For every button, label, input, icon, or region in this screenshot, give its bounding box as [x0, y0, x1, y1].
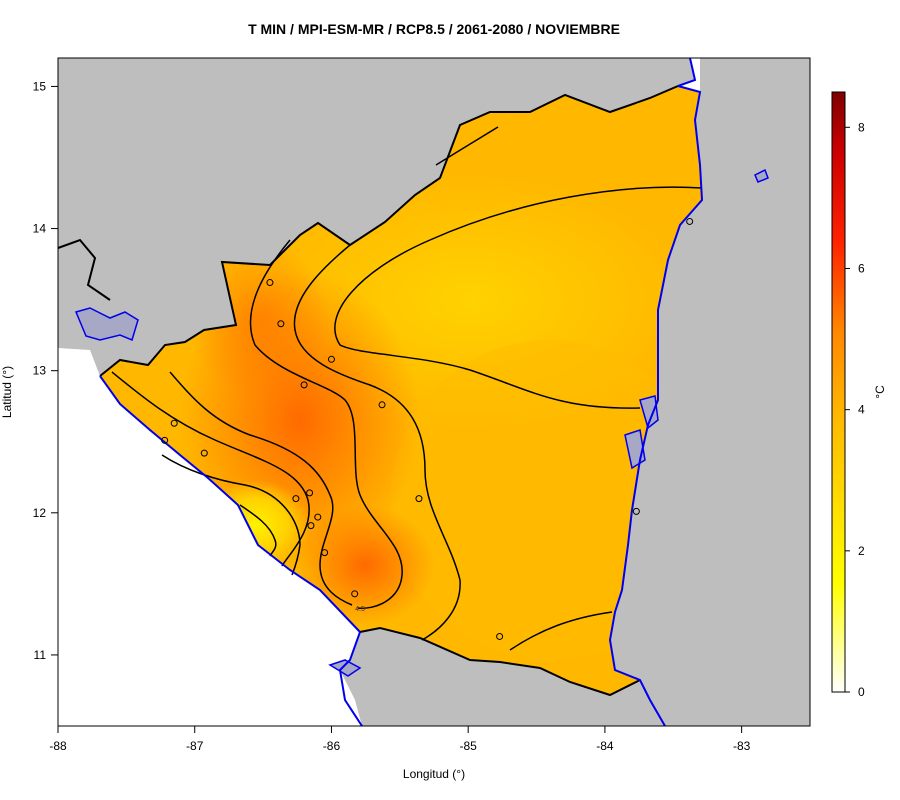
- station-marker: [314, 513, 322, 521]
- costa-rica-coast: [338, 631, 363, 726]
- contour-line: [249, 239, 403, 609]
- station-marker: [200, 449, 208, 457]
- x-axis-label: Longitud (°): [402, 767, 466, 781]
- station-marker: [307, 522, 315, 530]
- island-coast: [754, 168, 769, 183]
- y-tick-label: 12: [33, 506, 47, 520]
- pacific-coastline: [99, 375, 361, 633]
- station-marker: [351, 590, 359, 598]
- station-marker: [306, 489, 314, 497]
- colorbar-ticks: 8 6 4 2 0: [845, 120, 865, 699]
- station-marker: [327, 355, 335, 363]
- contour-line: [334, 186, 703, 409]
- colorbar-tick-label: 0: [858, 685, 865, 699]
- lake-small-east-1: [639, 395, 659, 430]
- station-marker: [378, 401, 386, 409]
- y-tick-label: 13: [33, 364, 47, 378]
- station-marker: [277, 320, 285, 328]
- nicaragua-border: [99, 85, 679, 377]
- station-marker: [632, 507, 640, 515]
- lagoon-south: [328, 659, 362, 677]
- x-tick-label: -83: [733, 739, 751, 753]
- station-marker: [496, 632, 504, 640]
- colorbar-tick-label: 2: [858, 544, 865, 558]
- y-axis-label: Latitud (°): [0, 365, 14, 419]
- x-axis: -88 -87 -86 -85 -84 -83: [49, 726, 751, 753]
- station-marker: [300, 381, 308, 389]
- x-tick-label: -85: [460, 739, 478, 753]
- station-marker: [292, 495, 300, 503]
- station-marker: [161, 436, 169, 444]
- y-tick-label: 15: [33, 79, 47, 93]
- contour-line: [111, 371, 310, 567]
- y-axis: 15 14 13 12 11: [33, 79, 58, 662]
- honduras-land: [58, 58, 695, 376]
- colorbar-tick-label: 4: [858, 403, 865, 417]
- x-tick-label: -87: [186, 739, 204, 753]
- map-title: T MIN / MPI-ESM-MR / RCP8.5 / 2061-2080 …: [248, 21, 620, 37]
- contour-lines: [111, 126, 703, 651]
- north-coastline: [677, 58, 697, 87]
- contour-line: [169, 371, 353, 606]
- x-tick-label: -88: [49, 739, 67, 753]
- colorbar-tick-label: 6: [858, 261, 865, 275]
- contour-line: [509, 611, 613, 651]
- station-marker: [266, 279, 274, 287]
- station-marker: [686, 217, 694, 225]
- contour-label: 4.5: [355, 606, 365, 613]
- plot-frame: [57, 57, 811, 727]
- contour-line: [161, 454, 301, 576]
- station-marker: [170, 419, 178, 427]
- x-tick-label: -84: [596, 739, 614, 753]
- station-marker: [321, 549, 329, 557]
- y-tick-label: 11: [34, 648, 47, 662]
- honduras-border-west: [58, 238, 111, 301]
- contour-line: [293, 244, 461, 641]
- station-marker: [415, 495, 423, 503]
- colorbar: [831, 91, 846, 693]
- caribbean-gray: [610, 58, 810, 726]
- caribbean-coastline: [608, 85, 704, 726]
- costa-rica-border: [359, 626, 641, 697]
- lake-managua: [74, 307, 139, 342]
- colorbar-unit: °C: [873, 385, 887, 399]
- station-markers: [161, 217, 694, 640]
- contour-line: [435, 126, 499, 166]
- contour-line: [239, 504, 277, 557]
- x-tick-label: -86: [323, 739, 341, 753]
- costa-rica-land: [340, 628, 665, 726]
- colorbar-tick-label: 8: [858, 120, 865, 134]
- y-tick-label: 14: [33, 222, 47, 236]
